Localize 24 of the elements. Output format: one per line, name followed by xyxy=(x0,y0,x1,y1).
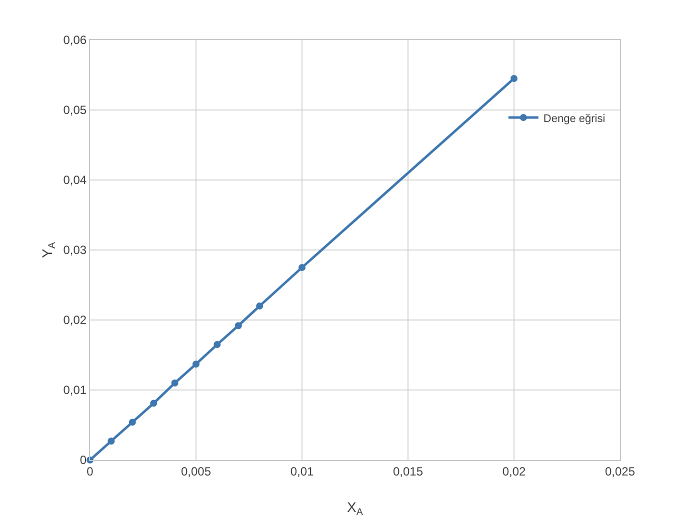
y-tick-label: 0 xyxy=(80,453,87,468)
point xyxy=(128,418,136,426)
y-tick-label: 0,02 xyxy=(63,313,87,328)
y-tick-label: 0,03 xyxy=(63,243,87,258)
y-tick-label: 0,06 xyxy=(63,33,87,48)
point xyxy=(171,380,178,386)
point xyxy=(108,438,115,445)
y-tick-label: 0,05 xyxy=(63,103,87,118)
x-tick-label: 0,025 xyxy=(604,464,636,478)
point xyxy=(256,302,264,310)
point xyxy=(214,341,221,348)
point xyxy=(510,75,518,82)
x-tick-label: 0,005 xyxy=(180,464,212,478)
x-tick-label: 0,02 xyxy=(502,464,526,478)
point xyxy=(234,322,242,330)
y-tick-label: 0,04 xyxy=(63,173,87,188)
y-tick-label: 0,01 xyxy=(63,383,87,398)
x-tick-label: 0,01 xyxy=(290,464,314,478)
x-axis-title: X$_{A}$ xyxy=(347,499,364,518)
x-tick-label: 0,015 xyxy=(392,464,424,478)
point xyxy=(298,264,306,271)
legend-label: Denge eğrisi xyxy=(543,112,606,125)
point xyxy=(150,400,158,407)
point xyxy=(192,360,200,368)
